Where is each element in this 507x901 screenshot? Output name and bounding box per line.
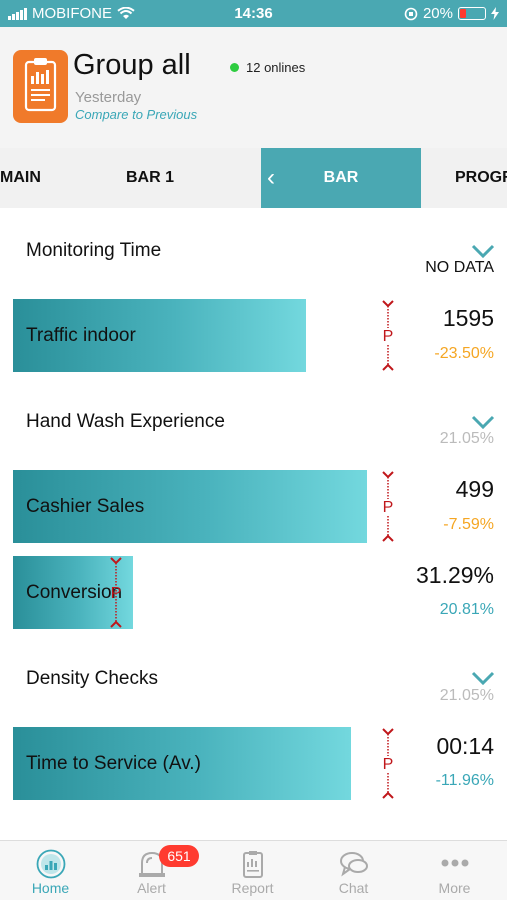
nav-alert[interactable]: 651 Alert bbox=[101, 841, 202, 901]
metric-bar-traffic-indoor[interactable]: Traffic indoor bbox=[13, 299, 306, 372]
chevron-left-icon[interactable]: ‹ bbox=[267, 164, 275, 191]
rotation-lock-icon bbox=[404, 7, 418, 20]
metric-label: Time to Service (Av.) bbox=[26, 753, 201, 774]
metric-change: -23.50% bbox=[434, 345, 494, 362]
tab-bar: MAIN BAR 1 ‹ BAR PROGR bbox=[0, 148, 507, 208]
previous-period-marker-icon: P bbox=[382, 471, 394, 542]
metric-label: Traffic indoor bbox=[26, 325, 136, 346]
chevron-down-icon[interactable] bbox=[471, 415, 495, 429]
period-label[interactable]: Yesterday bbox=[75, 89, 142, 106]
marker-label: P bbox=[383, 328, 394, 345]
report-clipboard-icon bbox=[13, 50, 68, 123]
nav-report[interactable]: Report bbox=[202, 841, 303, 901]
battery-percent: 20% bbox=[422, 5, 453, 22]
home-icon bbox=[36, 849, 66, 879]
section-summary: NO DATA bbox=[425, 259, 494, 276]
tab-bar-label: BAR bbox=[323, 169, 359, 186]
wifi-icon bbox=[117, 7, 135, 19]
page-title: Group all bbox=[73, 49, 191, 81]
nav-label: Home bbox=[31, 880, 70, 896]
metric-value: 00:14 bbox=[436, 733, 494, 759]
signal-icon bbox=[8, 7, 27, 20]
chevron-down-icon[interactable] bbox=[471, 244, 495, 258]
section-summary: 21.05% bbox=[439, 687, 494, 704]
metric-value: 499 bbox=[455, 476, 494, 502]
metric-value: 31.29% bbox=[415, 562, 494, 588]
metric-change: -11.96% bbox=[435, 772, 494, 789]
tab-bar[interactable]: ‹ BAR bbox=[261, 148, 421, 208]
chevron-down-icon[interactable] bbox=[471, 671, 495, 685]
marker-label: P bbox=[383, 499, 394, 516]
more-icon bbox=[441, 859, 469, 867]
nav-more[interactable]: More bbox=[404, 841, 505, 901]
tab-bar-1[interactable]: BAR 1 bbox=[126, 169, 175, 186]
section-title-hand-wash-experience: Hand Wash Experience bbox=[26, 411, 225, 432]
group-header: Group all 12 onlines Yesterday Compare t… bbox=[0, 27, 507, 148]
charging-icon bbox=[491, 7, 499, 20]
online-dot-icon bbox=[230, 63, 239, 72]
alert-count-badge: 651 bbox=[159, 845, 199, 867]
section-title-monitoring-time: Monitoring Time bbox=[26, 240, 162, 261]
previous-period-marker-icon: P bbox=[382, 728, 394, 799]
bottom-nav: Home 651 Alert Report Chat bbox=[0, 840, 507, 900]
online-count: 12 onlines bbox=[246, 60, 306, 75]
online-status: 12 onlines bbox=[230, 60, 305, 75]
status-bar: MOBIFONE 14:36 20% bbox=[0, 0, 507, 27]
metric-change: 20.81% bbox=[439, 601, 494, 618]
nav-label: Report bbox=[231, 880, 274, 896]
section-summary: 21.05% bbox=[439, 430, 494, 447]
report-icon bbox=[243, 851, 263, 878]
chat-icon bbox=[340, 852, 368, 877]
compare-link[interactable]: Compare to Previous bbox=[75, 107, 198, 122]
marker-label: P bbox=[111, 585, 122, 602]
nav-label: More bbox=[438, 880, 471, 896]
tab-progress[interactable]: PROGR bbox=[455, 169, 507, 186]
section-title-density-checks: Density Checks bbox=[26, 668, 158, 689]
nav-chat[interactable]: Chat bbox=[303, 841, 404, 901]
nav-home[interactable]: Home bbox=[0, 841, 101, 901]
metric-change: -7.59% bbox=[443, 516, 494, 533]
carrier-name: MOBIFONE bbox=[32, 5, 113, 22]
battery-icon bbox=[458, 7, 486, 20]
metric-bar-time-to-service[interactable]: Time to Service (Av.) bbox=[13, 727, 351, 800]
previous-period-marker-icon: P bbox=[382, 300, 394, 371]
metric-bar-cashier-sales[interactable]: Cashier Sales bbox=[13, 470, 367, 543]
previous-period-marker-icon: P bbox=[110, 557, 122, 628]
metric-value: 1595 bbox=[442, 305, 494, 331]
marker-label: P bbox=[383, 756, 394, 773]
metric-bar-conversion[interactable]: Conversion bbox=[13, 556, 133, 629]
nav-label: Alert bbox=[137, 880, 166, 896]
metric-label: Conversion bbox=[26, 582, 123, 603]
nav-label: Chat bbox=[338, 880, 369, 896]
clock: 14:36 bbox=[234, 5, 273, 22]
tab-main[interactable]: MAIN bbox=[0, 169, 41, 186]
metric-label: Cashier Sales bbox=[26, 496, 145, 517]
